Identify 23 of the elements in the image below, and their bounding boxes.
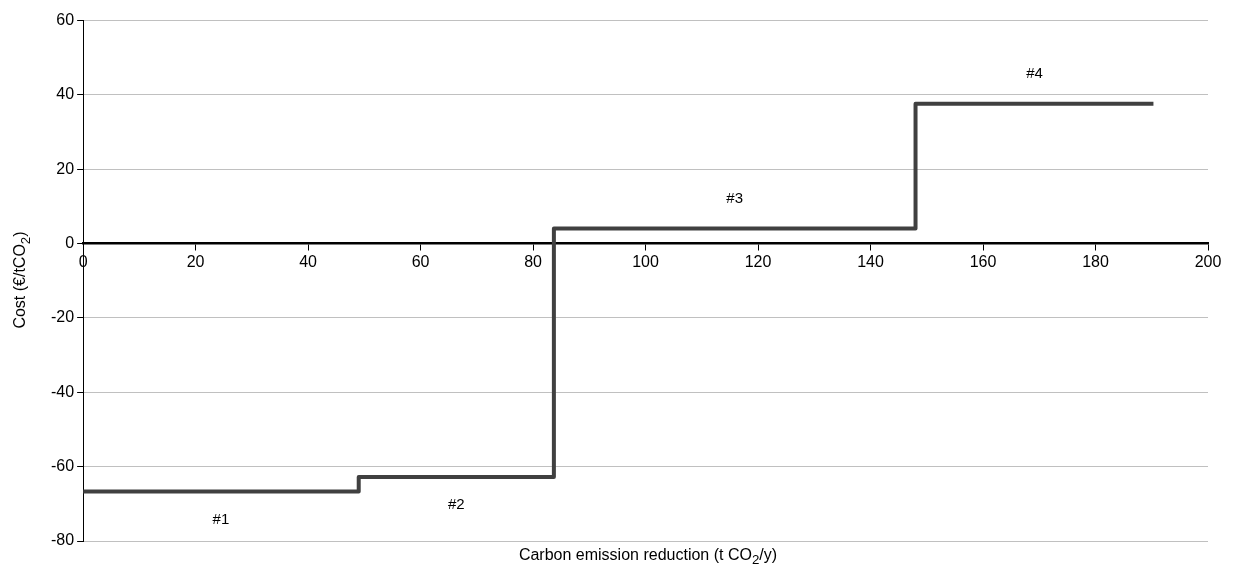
annotation: #2 [447, 495, 465, 513]
y-tick-label: -80 [51, 531, 75, 549]
y-tick-label: 60 [56, 11, 75, 29]
annotation: #4 [1026, 64, 1043, 81]
y-tick-label: 40 [56, 85, 75, 103]
x-tick-label: 40 [299, 252, 318, 270]
x-tick-label: 120 [744, 252, 772, 270]
y-tick-label: -40 [51, 382, 75, 400]
annotation: #3 [726, 188, 744, 206]
x-axis-title: Carbon emission reduction (t CO$_{2}$/y) [517, 545, 779, 567]
y-tick-label: 0 [65, 234, 75, 252]
x-tick-label: 100 [632, 252, 660, 270]
y-tick-label: -60 [51, 457, 75, 475]
x-tick-label: 60 [411, 252, 430, 270]
x-tick-label: 80 [524, 252, 543, 270]
x-tick-label: 200 [1194, 252, 1222, 270]
y-tick-label: 20 [56, 159, 75, 177]
x-tick-label: 140 [857, 252, 884, 270]
annotation: #1 [212, 509, 230, 527]
x-tick-label: 20 [186, 252, 205, 270]
y-tick-label: -20 [51, 308, 75, 326]
x-tick-label: 180 [1082, 252, 1109, 270]
x-tick-label: 160 [969, 252, 997, 270]
